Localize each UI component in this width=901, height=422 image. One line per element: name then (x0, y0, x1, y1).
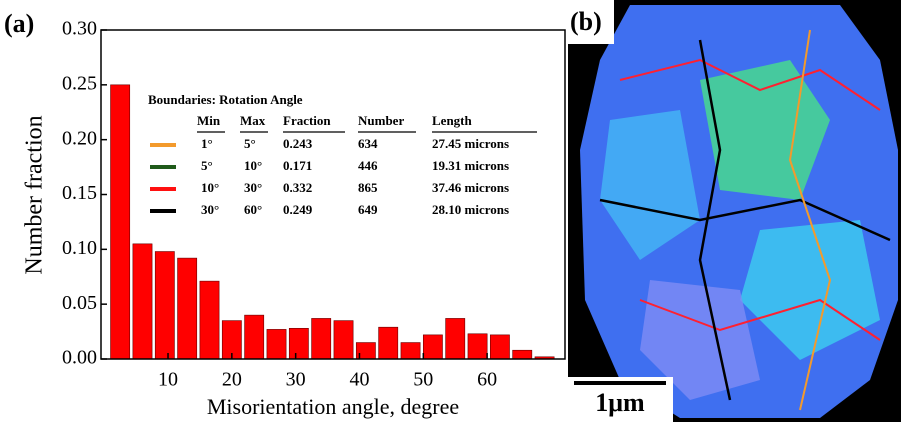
bar (422, 334, 443, 360)
x-tick-label: 10 (158, 369, 178, 391)
bar (489, 334, 510, 360)
legend-cell: 865 (358, 180, 378, 195)
map-boundary (639, 298, 881, 341)
map-grain (700, 60, 830, 200)
legend-cell: 27.45 microns (432, 136, 509, 151)
bar (266, 329, 287, 360)
y-tick-label: 0.10 (62, 237, 97, 259)
legend-cell: 0.171 (283, 158, 312, 173)
y-tick-label: 0.00 (62, 347, 97, 369)
bar (400, 342, 421, 360)
y-tick-label: 0.25 (62, 72, 97, 94)
legend-header: Fraction (283, 113, 331, 128)
bar (378, 326, 399, 360)
bar (132, 243, 153, 360)
x-tick-label: 60 (477, 369, 497, 391)
bar (512, 349, 533, 360)
legend-cell: 446 (358, 158, 378, 173)
legend-cell: 634 (358, 136, 378, 151)
bar (467, 333, 488, 360)
bar (110, 84, 131, 360)
panel-label: (a) (4, 9, 34, 38)
legend-cell: 10° (201, 180, 219, 195)
y-tick-label: 0.05 (62, 292, 97, 314)
map-panel: (b) 1μm (568, 0, 901, 422)
legend-header: Max (240, 113, 266, 128)
label-box (568, 0, 614, 44)
legend-header: Number (358, 113, 404, 128)
bar (311, 318, 332, 360)
x-tick-label: 50 (413, 369, 433, 391)
map-grain (600, 110, 700, 260)
y-tick-label: 0.20 (62, 127, 97, 149)
bar (199, 280, 220, 360)
bar (244, 314, 265, 360)
legend-cell: 28.10 microns (432, 202, 509, 217)
map-boundary (698, 39, 732, 401)
legend-cell: 5° (244, 136, 256, 151)
y-axis-label: Number fraction (22, 115, 48, 274)
map-boundary (619, 58, 881, 111)
bar (154, 251, 175, 360)
legend-title: Boundaries: Rotation Angle (148, 92, 303, 107)
x-tick-label: 20 (222, 369, 242, 391)
bar (333, 320, 354, 360)
legend-cell: 19.31 microns (432, 158, 509, 173)
scale-bar-label: 1μm (595, 388, 645, 417)
plot-frame (100, 29, 566, 360)
y-tick-label: 0.15 (62, 182, 97, 204)
legend-header: Min (197, 113, 221, 128)
x-tick-label: 40 (349, 369, 369, 391)
x-tick-label: 30 (286, 369, 306, 391)
legend-cell: 37.46 microns (432, 180, 509, 195)
bar (177, 257, 198, 360)
legend-cell: 0.332 (283, 180, 312, 195)
legend-cell: 1° (201, 136, 213, 151)
map-boundary (599, 198, 891, 242)
legend-cell: 30° (244, 180, 262, 195)
bar (288, 327, 309, 360)
legend-cell: 0.249 (283, 202, 313, 217)
legend-cell: 30° (201, 202, 219, 217)
map-grain (640, 280, 760, 400)
panel-label: (b) (570, 7, 602, 36)
legend-cell: 60° (244, 202, 262, 217)
y-tick-label: 0.30 (62, 18, 97, 40)
map-grain (740, 220, 880, 360)
x-axis-label: Misorientation angle, degree (207, 394, 459, 419)
legend-cell: 0.243 (283, 136, 313, 151)
legend-cell: 649 (358, 202, 378, 217)
legend-cell: 5° (201, 158, 213, 173)
bar (445, 318, 466, 360)
legend-cell: 10° (244, 158, 262, 173)
legend-header: Length (432, 113, 473, 128)
map-boundary (788, 29, 832, 411)
